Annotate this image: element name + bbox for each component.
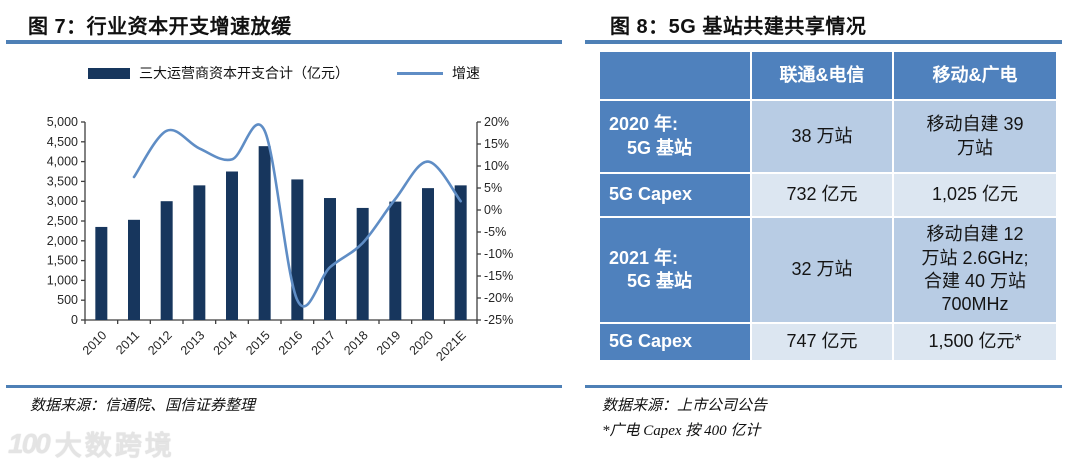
svg-text:4,000: 4,000 bbox=[47, 155, 78, 169]
svg-text:4,500: 4,500 bbox=[47, 135, 78, 149]
table-header-row: 联通&电信 移动&广电 bbox=[600, 52, 1056, 99]
cell-value: 移动自建 12 万站 2.6GHz; 合建 40 万站 700MHz bbox=[894, 218, 1056, 322]
legend-item-growth: 增速 bbox=[397, 63, 480, 83]
cell-value: 1,025 亿元 bbox=[894, 174, 1056, 216]
figure-7-source: 数据来源：信通院、国信证券整理 bbox=[30, 398, 256, 414]
legend-item-capex: 三大运营商资本开支合计（亿元） bbox=[88, 63, 349, 83]
svg-text:2,000: 2,000 bbox=[47, 234, 78, 248]
header-cell-mobile-broadcast: 移动&广电 bbox=[894, 52, 1056, 99]
figure-8-title: 图 8：5G 基站共建共享情况 bbox=[610, 16, 867, 38]
svg-text:5%: 5% bbox=[484, 181, 502, 195]
svg-text:0%: 0% bbox=[484, 203, 502, 217]
row-label: 2021 年: 5G 基站 bbox=[600, 218, 750, 322]
row-label: 5G Capex bbox=[600, 174, 750, 216]
row-label: 2020 年: 5G 基站 bbox=[600, 101, 750, 172]
svg-text:5,000: 5,000 bbox=[47, 115, 78, 129]
svg-text:1,500: 1,500 bbox=[47, 254, 78, 268]
svg-text:2012: 2012 bbox=[145, 328, 175, 358]
cell-value: 1,500 亿元* bbox=[894, 324, 1056, 360]
table-row-2021-stations: 2021 年: 5G 基站 32 万站 移动自建 12 万站 2.6GHz; 合… bbox=[600, 218, 1056, 322]
table-row-2020-stations: 2020 年: 5G 基站 38 万站 移动自建 39 万站 bbox=[600, 101, 1056, 172]
figure-8-source: 数据来源：上市公司公告 bbox=[602, 398, 768, 414]
svg-text:-25%: -25% bbox=[484, 313, 513, 327]
figure-7-bottom-rule bbox=[6, 385, 562, 388]
svg-text:2010: 2010 bbox=[80, 328, 110, 358]
svg-text:2016: 2016 bbox=[276, 328, 306, 358]
svg-text:500: 500 bbox=[57, 293, 78, 307]
svg-text:10%: 10% bbox=[484, 159, 509, 173]
watermark: 100 大数跨境 bbox=[8, 424, 175, 463]
cell-value: 38 万站 bbox=[752, 101, 892, 172]
svg-text:-5%: -5% bbox=[484, 225, 506, 239]
figure-8-title-rule bbox=[585, 40, 1062, 44]
svg-text:2013: 2013 bbox=[178, 328, 208, 358]
fig7-combo-chart: 0 500 1,000 1,500 2,000 2,500 3,000 3,500 4,000 4… bbox=[47, 115, 513, 364]
header-cell-blank bbox=[600, 52, 750, 99]
svg-text:2019: 2019 bbox=[374, 328, 404, 358]
line-series-swatch-icon bbox=[397, 71, 443, 75]
svg-text:2021E: 2021E bbox=[433, 328, 468, 363]
svg-text:-20%: -20% bbox=[484, 291, 513, 305]
legend-bar-label: 三大运营商资本开支合计（亿元） bbox=[139, 65, 349, 81]
5g-sharing-table: 联通&电信 移动&广电 2020 年: 5G 基站 38 万站 移动自建 39 … bbox=[598, 50, 1058, 362]
figure-7-title: 图 7：行业资本开支增速放缓 bbox=[28, 16, 292, 38]
cell-value: 移动自建 39 万站 bbox=[894, 101, 1056, 172]
cell-value: 747 亿元 bbox=[752, 324, 892, 360]
watermark-logo-icon: 100 bbox=[8, 427, 51, 459]
svg-text:20%: 20% bbox=[484, 115, 509, 129]
header-cell-unicom-telecom: 联通&电信 bbox=[752, 52, 892, 99]
cell-value: 32 万站 bbox=[752, 218, 892, 322]
svg-text:3,500: 3,500 bbox=[47, 174, 78, 188]
figure-7-title-rule bbox=[6, 40, 562, 44]
figure-8-footnote: *广电 Capex 按 400 亿计 bbox=[602, 423, 761, 439]
svg-text:2018: 2018 bbox=[341, 328, 371, 358]
cell-value: 732 亿元 bbox=[752, 174, 892, 216]
figure-7: 图 7：行业资本开支增速放缓 三大运营商资本开支合计（亿元） 增速 0 500 1,… bbox=[6, 8, 562, 460]
svg-text:2011: 2011 bbox=[113, 328, 142, 357]
table-row-2020-capex: 5G Capex 732 亿元 1,025 亿元 bbox=[600, 174, 1056, 216]
row-label: 5G Capex bbox=[600, 324, 750, 360]
svg-text:15%: 15% bbox=[484, 137, 509, 151]
svg-text:2,500: 2,500 bbox=[47, 214, 78, 228]
svg-text:-15%: -15% bbox=[484, 269, 513, 283]
svg-text:2020: 2020 bbox=[407, 328, 437, 358]
legend-line-label: 增速 bbox=[452, 65, 480, 81]
figure-7-legend: 三大运营商资本开支合计（亿元） 增速 bbox=[6, 63, 562, 83]
figure-8-bottom-rule bbox=[585, 385, 1062, 388]
bar-series-swatch-icon bbox=[88, 67, 130, 79]
watermark-text: 大数跨境 bbox=[54, 431, 175, 461]
table-row-2021-capex: 5G Capex 747 亿元 1,500 亿元* bbox=[600, 324, 1056, 360]
svg-text:2017: 2017 bbox=[309, 328, 339, 358]
svg-text:3,000: 3,000 bbox=[47, 194, 78, 208]
svg-text:-10%: -10% bbox=[484, 247, 513, 261]
svg-text:1,000: 1,000 bbox=[47, 273, 78, 287]
svg-text:0: 0 bbox=[71, 313, 78, 327]
svg-text:2015: 2015 bbox=[243, 328, 273, 358]
figure-8: 图 8：5G 基站共建共享情况 联通&电信 移动&广电 2020 年: 5G 基… bbox=[585, 8, 1062, 460]
svg-text:2014: 2014 bbox=[211, 328, 241, 358]
